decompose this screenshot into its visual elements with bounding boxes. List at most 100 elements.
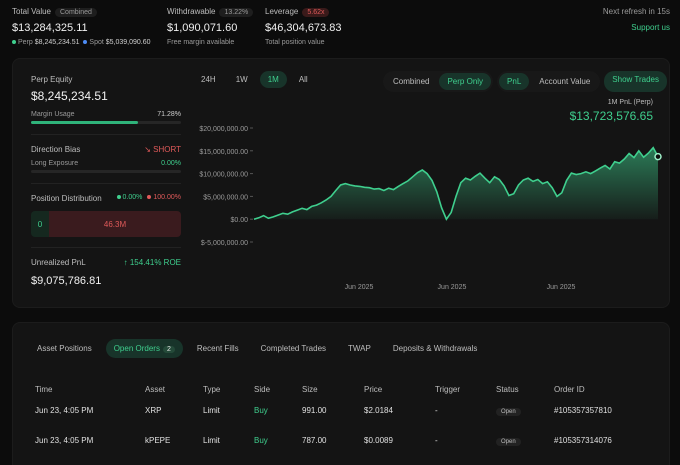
pnl-area (254, 147, 658, 220)
cell-side: Buy (254, 405, 268, 415)
short-dot-icon (147, 195, 152, 200)
col-asset[interactable]: Asset (145, 384, 166, 394)
y-tick-label: $20,000,000.00 (199, 126, 248, 133)
tab-range-1m[interactable]: 1M (259, 71, 287, 88)
direction-bias-label: Direction Bias (31, 145, 81, 154)
tab-range-24h[interactable]: 24H (201, 75, 216, 84)
cell-price: $2.0184 (364, 405, 393, 415)
tab-range-all[interactable]: All (298, 75, 308, 84)
withdrawable-pill: 13.22% (219, 8, 254, 17)
position-distribution-label: Position Distribution (31, 194, 102, 203)
cell-asset[interactable]: XRP (145, 405, 162, 415)
dist-short-pct: 100.00% (153, 194, 181, 201)
y-tick-label: $15,000,000.00 (199, 149, 248, 156)
withdrawable-value: $1,090,071.60 (167, 22, 238, 34)
status-badge: Open (496, 407, 521, 416)
y-tick-label: $10,000,000.00 (199, 172, 248, 179)
status-badge: Open (496, 437, 521, 446)
direction-bias-value: ↘ SHORT (144, 145, 181, 154)
col-time[interactable]: Time (35, 384, 53, 394)
col-side[interactable]: Side (254, 384, 271, 394)
support-link[interactable]: Support us (631, 23, 670, 32)
tab-recent-fills[interactable]: Recent Fills (196, 344, 239, 353)
withdrawable-stat: Withdrawable 13.22% $1,090,071.60 Free ma… (167, 7, 254, 46)
show-trades-button[interactable]: Show Trades (604, 71, 667, 92)
unrealized-roe: ↑ 154.41% ROE (124, 258, 181, 267)
total-value: $13,284,325.11 (12, 22, 88, 34)
cell-order-id: #105357357810 (554, 405, 612, 415)
spot-label: Spot (89, 39, 104, 46)
dist-long-pct: 0.00% (122, 194, 143, 201)
tab-combined[interactable]: Combined (393, 77, 430, 86)
next-refresh: Next refresh in 15s (602, 7, 670, 16)
tab-twap[interactable]: TWAP (348, 344, 371, 353)
perp-label: Perp (18, 39, 33, 46)
cell-type: Limit (203, 405, 220, 415)
metric-toggle: PnL Account Value (497, 71, 601, 92)
col-type[interactable]: Type (203, 384, 221, 394)
leverage-stat: Leverage 5.62x $46,304,673.83 Total posit… (265, 7, 341, 46)
view-tabs: Combined Perp Only PnL Account Value Sho… (383, 71, 667, 92)
y-tick-label: $5,000,000.00 (203, 194, 248, 201)
table-header: Time Asset Type Side Size Price Trigger … (35, 383, 654, 395)
margin-usage-label: Margin Usage (31, 111, 75, 118)
leverage-pill: 5.62x (302, 8, 330, 17)
cell-size: 991.00 (302, 405, 327, 415)
spot-dot-icon (83, 40, 88, 45)
table-row[interactable]: Jun 23, 4:05 PM XRP Limit Buy 991.00 $2.… (35, 395, 654, 425)
y-tick-label: $0.00 (230, 217, 248, 224)
perp-equity-value: $8,245,234.51 (31, 89, 108, 103)
x-tick-label: Jun 2025 (345, 284, 374, 291)
leverage-label: Leverage (265, 7, 299, 16)
pnl-header: 1M PnL (Perp) $13,723,576.65 (570, 99, 653, 123)
tab-pnl[interactable]: PnL (499, 73, 530, 90)
dist-long-value: 0 (31, 211, 49, 237)
open-orders-count: 2 (162, 346, 175, 353)
margin-usage-pct: 71.28% (157, 111, 181, 118)
refresh-area: Next refresh in 15s Support us (603, 7, 670, 32)
divider (31, 183, 181, 184)
combined-pill[interactable]: Combined (55, 8, 97, 17)
arrow-up-icon: ↑ (123, 258, 128, 267)
pnl-chart[interactable]: $20,000,000.00 $15,000,000.00 $10,000,000.… (192, 120, 670, 300)
open-orders-table: Time Asset Type Side Size Price Trigger … (35, 383, 654, 455)
unrealized-pnl-label: Unrealized PnL (31, 258, 86, 267)
tab-asset-positions[interactable]: Asset Positions (37, 344, 92, 353)
cell-order-id: #105357314076 (554, 435, 612, 445)
col-size[interactable]: Size (302, 384, 318, 394)
long-exposure-bar (31, 170, 181, 173)
tab-deposits-withdrawals[interactable]: Deposits & Withdrawals (392, 344, 478, 353)
dist-short-value: 46.3M (49, 211, 181, 237)
divider (31, 134, 181, 135)
withdrawable-label: Withdrawable (167, 7, 216, 16)
tab-completed-trades[interactable]: Completed Trades (260, 344, 327, 353)
col-trigger[interactable]: Trigger (435, 384, 461, 394)
cell-price: $0.0089 (364, 435, 393, 445)
withdrawable-sub: Free margin available (167, 39, 235, 46)
orders-panel: Asset Positions Open Orders 2 Recent Fill… (12, 322, 670, 465)
tab-account-value[interactable]: Account Value (539, 77, 591, 86)
x-tick-label: Jun 2025 (438, 284, 467, 291)
perp-equity-label: Perp Equity (31, 75, 73, 84)
divider (31, 247, 181, 248)
direction-bias-text: SHORT (153, 145, 181, 154)
pnl-value: $13,723,576.65 (569, 109, 653, 123)
col-price[interactable]: Price (364, 384, 383, 394)
tab-open-orders[interactable]: Open Orders 2 (105, 339, 183, 358)
tab-range-1w[interactable]: 1W (235, 75, 248, 84)
col-order-id[interactable]: Order ID (554, 384, 585, 394)
view-toggle: Combined Perp Only (383, 71, 494, 92)
cell-time: Jun 23, 4:05 PM (35, 405, 94, 415)
tab-perp-only[interactable]: Perp Only (439, 73, 492, 90)
total-value-label: Total Value (12, 7, 51, 16)
col-status[interactable]: Status (496, 384, 519, 394)
unrealized-pnl-value: $9,075,786.81 (31, 275, 102, 287)
leverage-value: $46,304,673.83 (265, 22, 342, 34)
cell-time: Jun 23, 4:05 PM (35, 435, 94, 445)
margin-usage-fill (31, 121, 138, 124)
cell-asset[interactable]: kPEPE (145, 435, 171, 445)
y-tick-label: $-5,000,000.00 (201, 240, 248, 247)
perp-panel: Perp Equity $8,245,234.51 Margin Usage 7… (12, 58, 670, 308)
cell-trigger: - (435, 405, 438, 415)
table-row[interactable]: Jun 23, 4:05 PM kPEPE Limit Buy 787.00 $… (35, 425, 654, 455)
